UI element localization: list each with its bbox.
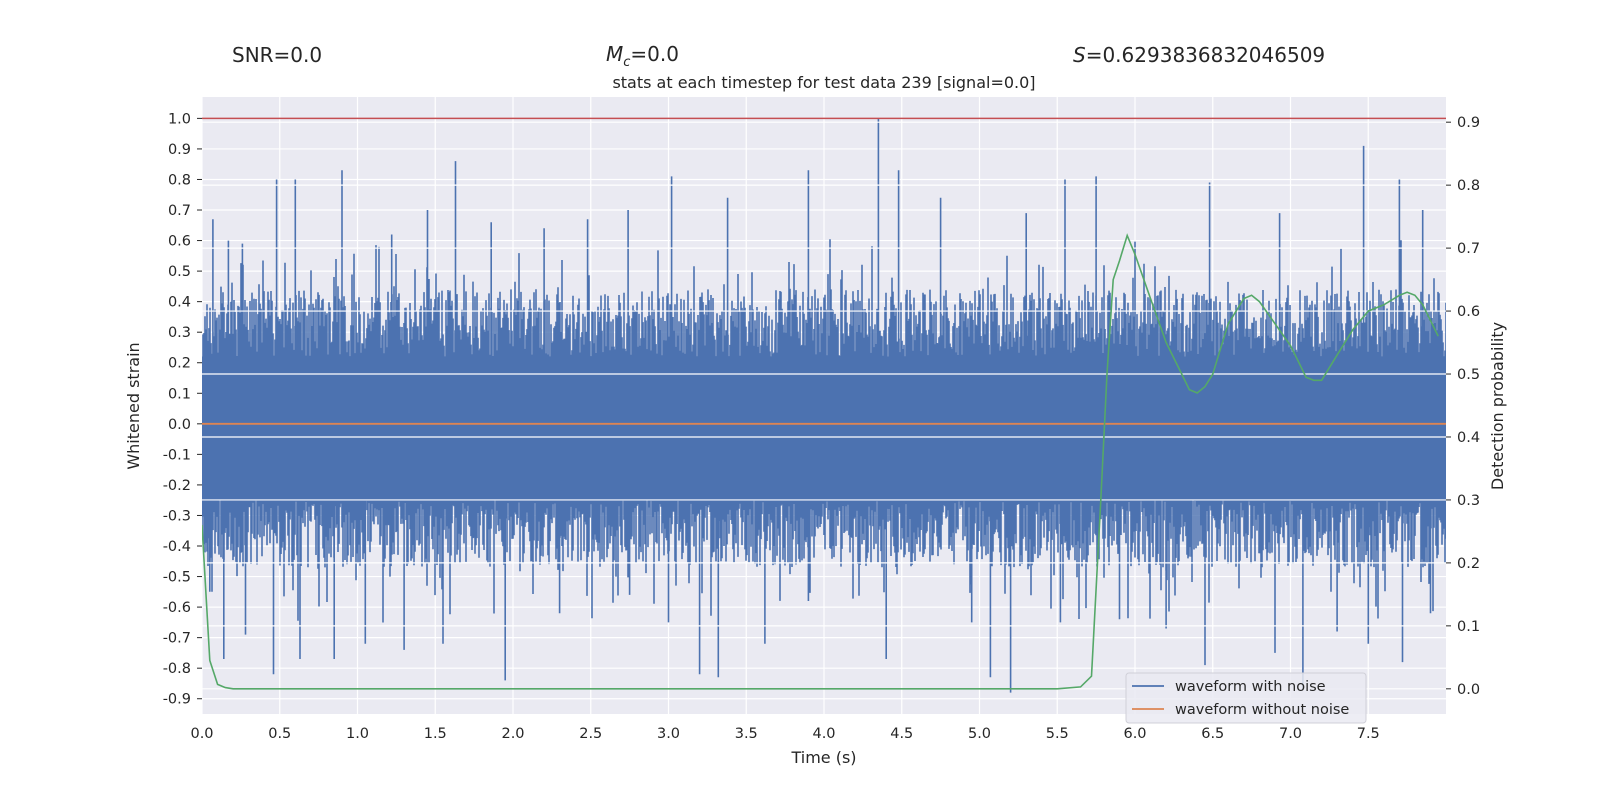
- y-axis-label: Whitened strain: [124, 342, 143, 469]
- y2-tick-label: 0.2: [1457, 556, 1480, 572]
- legend-box: [1125, 672, 1367, 724]
- y-tick-label: -0.3: [163, 508, 191, 524]
- y2-tick-label: 0.9: [1457, 115, 1480, 131]
- x-tick-label: 3.0: [657, 726, 680, 742]
- y-axis-ticks: 1.0 0.9 0.8 0.7 0.6 0.5 0.4 0.3 0.2 0.1 0.0 -0.1 -0.…: [163, 111, 202, 708]
- score-value: =0.6293836832046509: [1086, 43, 1325, 67]
- series-detection-probability: [202, 233, 1439, 690]
- legend-label-noise: waveform with noise: [1175, 679, 1326, 695]
- series-waveform-with-noise: [202, 118, 1446, 693]
- legend: waveform with noise waveform without noi…: [1125, 672, 1367, 724]
- y-tick-label: -0.5: [163, 570, 191, 586]
- x-tick-label: 7.0: [1279, 726, 1302, 742]
- y-tick-label: -0.8: [163, 661, 191, 677]
- y2-axis-ticks: 0.9 0.8 0.7 0.6 0.5 0.4 0.3 0.2 0.1 0.0: [1446, 115, 1480, 698]
- x-tick-label: 5.0: [968, 726, 991, 742]
- y2-tick-label: 0.7: [1457, 241, 1480, 257]
- x-axis-ticks: 0.0 0.5 1.0 1.5 2.0 2.5 3.0 3.5 4.0 4.5 5.0 5.5 6.0 6…: [190, 726, 1379, 742]
- x-axis-label: Time (s): [790, 748, 856, 767]
- x-tick-label: 1.0: [346, 726, 369, 742]
- chart-title: stats at each timestep for test data 239…: [612, 73, 1035, 92]
- chirp-mass-stat: Mc=0.0: [606, 42, 679, 70]
- chirp-mass-symbol: M: [606, 42, 623, 66]
- y-tick-label: -0.1: [163, 447, 191, 463]
- y2-tick-label: 0.5: [1457, 367, 1480, 383]
- x-tick-label: 4.0: [812, 726, 835, 742]
- y2-axis-label: Detection probability: [1488, 322, 1507, 490]
- y-tick-label: -0.6: [163, 600, 191, 616]
- snr-stat: SNR=0.0: [232, 43, 322, 67]
- y-tick-label: 0.4: [168, 295, 191, 311]
- x-tick-label: 3.5: [735, 726, 758, 742]
- y-tick-label: -0.9: [163, 692, 191, 708]
- y-tick-label: 0.2: [168, 356, 191, 372]
- y2-tick-label: 0.8: [1457, 178, 1480, 194]
- detection-score-stat: S=0.6293836832046509: [1073, 43, 1325, 67]
- y-tick-label: -0.2: [163, 478, 191, 494]
- right-axis-grid: [202, 121, 1446, 690]
- y-tick-label: -0.7: [163, 631, 191, 647]
- chirp-mass-subscript: c: [623, 55, 630, 70]
- y-tick-label: -0.4: [163, 539, 191, 555]
- y-tick-label: 0.1: [168, 386, 191, 402]
- x-tick-label: 5.5: [1046, 726, 1069, 742]
- x-tick-label: 4.5: [890, 726, 913, 742]
- y-tick-label: 0.8: [168, 172, 191, 188]
- y2-tick-label: 0.0: [1457, 682, 1480, 698]
- score-symbol: S: [1073, 43, 1086, 67]
- y-tick-label: 0.7: [168, 203, 191, 219]
- x-tick-label: 2.5: [579, 726, 602, 742]
- x-tick-label: 6.5: [1201, 726, 1224, 742]
- y2-tick-label: 0.1: [1457, 619, 1480, 635]
- y-tick-label: 0.6: [168, 234, 191, 250]
- plot-content: [202, 117, 1446, 693]
- y2-tick-label: 0.4: [1457, 430, 1480, 446]
- x-tick-label: 0.5: [268, 726, 291, 742]
- y-tick-label: 1.0: [168, 111, 191, 127]
- x-tick-label: 1.5: [424, 726, 447, 742]
- y-tick-label: 0.3: [168, 325, 191, 341]
- y2-tick-label: 0.6: [1457, 304, 1480, 320]
- x-tick-label: 6.0: [1123, 726, 1146, 742]
- x-tick-label: 7.5: [1357, 726, 1380, 742]
- y-tick-label: 0.5: [168, 264, 191, 280]
- legend-label-clean: waveform without noise: [1175, 702, 1349, 718]
- y-tick-label: 0.9: [168, 142, 191, 158]
- x-tick-label: 2.0: [501, 726, 524, 742]
- y-tick-label: 0.0: [168, 417, 191, 433]
- y2-tick-label: 0.3: [1457, 493, 1480, 509]
- chirp-mass-value: =0.0: [630, 42, 679, 66]
- x-tick-label: 0.0: [190, 726, 213, 742]
